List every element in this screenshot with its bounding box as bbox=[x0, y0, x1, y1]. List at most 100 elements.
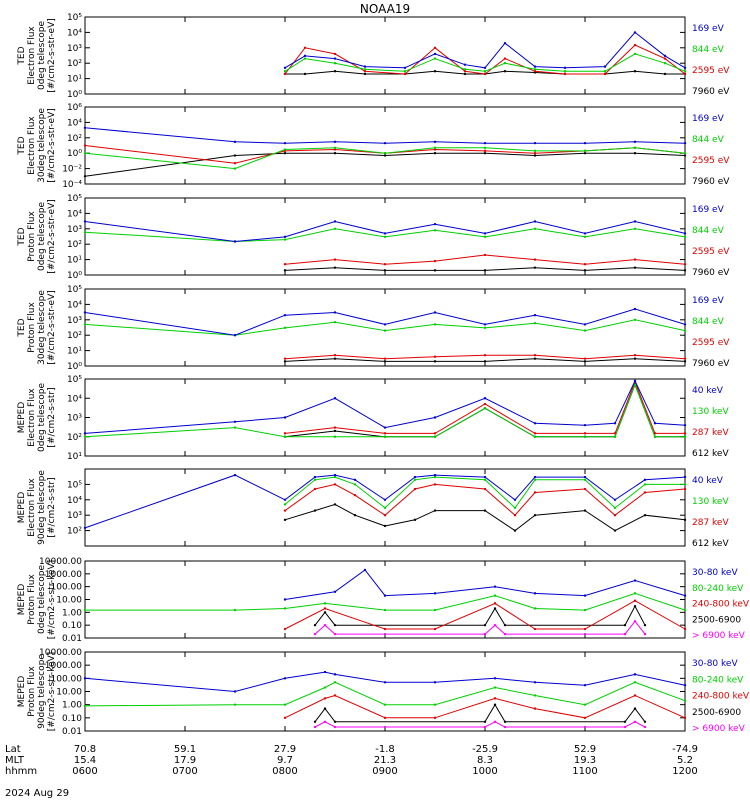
y-tick-label: 1.00 bbox=[62, 608, 82, 618]
y-tick-label: 10⁻⁴ bbox=[62, 180, 82, 190]
data-point bbox=[583, 263, 587, 266]
data-point bbox=[663, 54, 667, 58]
y-axis-label-line: MEPED bbox=[17, 676, 27, 708]
y-tick-label: 10⁵ bbox=[67, 480, 82, 490]
y-axis-label-line: 30deg telescope bbox=[37, 108, 47, 183]
data-point bbox=[583, 152, 587, 155]
series-line bbox=[84, 671, 686, 693]
data-point bbox=[683, 269, 687, 272]
data-point bbox=[483, 152, 487, 155]
legend-entry: 7960 eV bbox=[692, 177, 730, 187]
data-point bbox=[533, 154, 537, 157]
data-point bbox=[483, 720, 487, 723]
data-point bbox=[643, 478, 647, 481]
x-tick-label: 19.3 bbox=[574, 755, 596, 766]
data-point bbox=[283, 627, 287, 631]
data-point bbox=[83, 608, 87, 612]
data-point bbox=[433, 140, 437, 144]
data-point bbox=[483, 509, 487, 512]
x-tick-label: 21.3 bbox=[374, 755, 396, 766]
data-point bbox=[383, 329, 387, 332]
data-point bbox=[633, 140, 637, 144]
data-point bbox=[583, 475, 587, 479]
y-tick-label: 10² bbox=[67, 527, 82, 537]
data-point bbox=[233, 162, 237, 165]
data-point bbox=[643, 720, 647, 723]
data-point bbox=[233, 167, 237, 170]
data-point bbox=[603, 72, 607, 76]
y-tick-label: 10³ bbox=[67, 225, 82, 235]
y-tick-label: 0.10 bbox=[62, 621, 82, 631]
y-axis-label-line: TED bbox=[17, 318, 27, 337]
x-tick-label: 59.1 bbox=[174, 744, 196, 755]
x-tick-label: 27.9 bbox=[274, 744, 296, 755]
data-point bbox=[633, 383, 637, 386]
data-point bbox=[493, 594, 497, 597]
y-axis-label-line: Electron Flux bbox=[27, 116, 37, 175]
data-point bbox=[353, 483, 357, 486]
data-point bbox=[563, 72, 567, 76]
data-point bbox=[303, 54, 307, 58]
data-point bbox=[333, 694, 337, 697]
data-point bbox=[633, 592, 637, 595]
y-tick-label: 10¹ bbox=[67, 452, 82, 462]
data-point bbox=[513, 506, 517, 510]
data-point bbox=[333, 435, 337, 438]
data-point bbox=[233, 240, 237, 243]
data-point bbox=[633, 720, 637, 723]
series-line bbox=[84, 681, 686, 707]
data-point bbox=[433, 627, 437, 631]
legend-entry: 844 eV bbox=[692, 317, 725, 327]
x-tick-label: 0800 bbox=[272, 766, 297, 777]
data-point bbox=[83, 704, 87, 708]
y-axis-label-line: [#/cm2-s-str-eV] bbox=[47, 108, 57, 183]
y-tick-label: 10000.00 bbox=[39, 648, 82, 658]
data-point bbox=[583, 149, 587, 153]
y-tick-label: 10³ bbox=[67, 511, 82, 521]
y-axis-label: TEDElectron Flux0deg telescope[#/cm2-s-s… bbox=[17, 18, 57, 93]
data-point bbox=[683, 432, 687, 435]
data-point bbox=[413, 487, 417, 491]
y-tick-label: 1.00 bbox=[62, 701, 82, 711]
data-point bbox=[683, 263, 687, 266]
y-axis-label-line: 0deg telescope bbox=[37, 383, 47, 453]
legend-entry: 844 eV bbox=[692, 45, 725, 55]
series-line bbox=[84, 147, 686, 170]
data-point bbox=[483, 725, 487, 729]
data-point bbox=[583, 329, 587, 332]
data-point bbox=[533, 607, 537, 610]
data-point bbox=[333, 311, 337, 314]
data-point bbox=[463, 63, 467, 66]
data-point bbox=[323, 607, 327, 610]
data-point bbox=[233, 473, 237, 477]
data-point bbox=[643, 491, 647, 494]
data-point bbox=[283, 607, 287, 610]
data-point bbox=[683, 141, 687, 145]
data-point bbox=[413, 518, 417, 522]
data-point bbox=[433, 46, 437, 49]
data-point bbox=[383, 357, 387, 360]
data-point bbox=[613, 514, 617, 517]
legend-entry: 2500-6900 bbox=[692, 615, 741, 625]
data-point bbox=[483, 354, 487, 357]
data-point bbox=[583, 323, 587, 326]
y-tick-label: 10⁰ bbox=[67, 90, 82, 100]
data-point bbox=[233, 140, 237, 144]
data-point bbox=[383, 594, 387, 597]
y-axis-label-line: Proton Flux bbox=[27, 574, 37, 625]
data-point bbox=[283, 598, 287, 601]
data-point bbox=[483, 402, 487, 406]
data-point bbox=[503, 725, 507, 729]
data-point bbox=[323, 670, 327, 674]
y-axis-label-line: Proton Flux bbox=[27, 302, 37, 353]
data-point bbox=[333, 258, 337, 261]
y-tick-label: 0.01 bbox=[62, 634, 82, 644]
data-point bbox=[533, 152, 537, 155]
data-point bbox=[333, 266, 337, 269]
legend-entry: 169 eV bbox=[692, 24, 725, 34]
series-line bbox=[84, 474, 686, 529]
data-point bbox=[683, 232, 687, 235]
data-point bbox=[613, 529, 617, 532]
data-point bbox=[383, 141, 387, 145]
data-point bbox=[683, 435, 687, 438]
